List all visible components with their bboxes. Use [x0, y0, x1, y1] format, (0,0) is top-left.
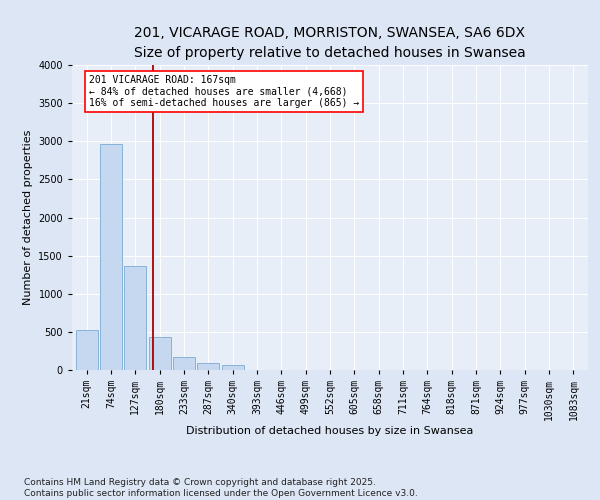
- X-axis label: Distribution of detached houses by size in Swansea: Distribution of detached houses by size …: [187, 426, 473, 436]
- Title: 201, VICARAGE ROAD, MORRISTON, SWANSEA, SA6 6DX
Size of property relative to det: 201, VICARAGE ROAD, MORRISTON, SWANSEA, …: [134, 26, 526, 60]
- Bar: [149, 337, 170, 370]
- Bar: [197, 363, 219, 370]
- Y-axis label: Number of detached properties: Number of detached properties: [23, 130, 32, 305]
- Bar: [173, 356, 195, 370]
- Bar: [100, 144, 122, 370]
- Bar: [76, 330, 98, 370]
- Bar: [124, 266, 146, 370]
- Text: Contains HM Land Registry data © Crown copyright and database right 2025.
Contai: Contains HM Land Registry data © Crown c…: [24, 478, 418, 498]
- Text: 201 VICARAGE ROAD: 167sqm
← 84% of detached houses are smaller (4,668)
16% of se: 201 VICARAGE ROAD: 167sqm ← 84% of detac…: [89, 75, 359, 108]
- Bar: [221, 366, 244, 370]
